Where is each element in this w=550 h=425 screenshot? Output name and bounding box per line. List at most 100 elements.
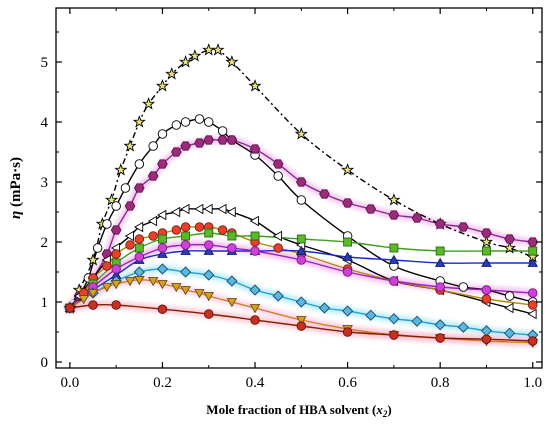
series-8-point-19	[503, 327, 516, 339]
series-2-point-11	[194, 138, 205, 148]
series-7-point-5	[180, 240, 191, 250]
x-axis-label: Mole fraction of HBA solvent (x2)	[206, 402, 391, 419]
series-7-point-10	[342, 267, 353, 277]
series-10-point-8	[389, 330, 399, 340]
series-5-point-4	[158, 234, 167, 244]
series-8-point-15	[411, 315, 423, 327]
series-5-point-9	[296, 234, 306, 244]
x-tick-label: 0.6	[338, 375, 357, 391]
series-2-point-7	[147, 171, 159, 181]
series-2-point-22	[411, 213, 423, 223]
series-1-point-14	[217, 126, 228, 136]
y-tick-label: 4	[41, 115, 49, 131]
y-tick-label: 2	[41, 235, 49, 251]
series-8-point-12	[341, 305, 354, 317]
series-0-point-15	[225, 55, 239, 68]
series-8-point-18	[480, 325, 493, 337]
y-axis-unit: (mPa·s)	[8, 157, 24, 211]
series-1-point-7	[134, 159, 145, 169]
series-6-point-10	[342, 251, 353, 261]
series-0-point-14	[211, 43, 225, 56]
series-4-point-5	[125, 240, 135, 250]
series-2-point-16	[272, 159, 284, 169]
series-2-point-25	[481, 228, 492, 238]
series-6-point-11	[388, 254, 400, 264]
series-7-point-11	[389, 276, 399, 286]
series-3-point-6	[134, 221, 144, 233]
series-3-point-11	[194, 203, 204, 215]
series-10-point-5	[250, 315, 260, 325]
series-3-point-13	[217, 203, 227, 215]
x-axis-variable: x	[375, 402, 383, 417]
series-0-point-8	[141, 97, 156, 110]
series-9-point-3	[101, 283, 113, 293]
series-7-point-2	[111, 264, 121, 274]
series-9-point-6	[134, 275, 145, 286]
series-3-point-16	[272, 230, 283, 242]
series-5-point-13	[482, 246, 491, 256]
series-10-point-3	[157, 304, 168, 314]
series-4-point-10	[180, 222, 191, 232]
series-0-point-12	[188, 49, 202, 62]
series-8-point-17	[457, 321, 469, 333]
y-tick-label: 0	[41, 355, 49, 371]
x-tick-label: 0.4	[246, 375, 265, 391]
series-2-point-26	[504, 234, 515, 244]
series-9-point-11	[194, 289, 205, 299]
series-9-point-2	[87, 289, 99, 299]
series-2-point-17	[295, 177, 307, 187]
series-10-point-2	[111, 300, 121, 310]
series-1-point-11	[180, 117, 191, 127]
series-6-point-14	[527, 257, 539, 267]
series-4-point-22	[527, 300, 538, 310]
x-tick-label: 1.0	[523, 375, 542, 391]
series-2-point-6	[133, 183, 145, 193]
y-tick-label: 5	[41, 55, 49, 71]
y-axis-label: η (mPa·s)	[8, 157, 24, 219]
series-4-point-21	[481, 294, 492, 304]
series-9-point-10	[180, 286, 191, 296]
series-9-point-12	[203, 292, 215, 302]
x-tick-label: 0.0	[61, 375, 80, 391]
series-0-point-18	[341, 163, 355, 176]
series-0-point-21	[479, 235, 494, 248]
series-3-point-14	[226, 206, 236, 218]
series-9-point-4	[110, 280, 122, 290]
series-2-point-19	[342, 198, 353, 208]
series-1-point-18	[296, 195, 307, 205]
series-1-point-10	[171, 120, 182, 130]
series-10-point-0	[65, 303, 75, 313]
series-7-point-9	[296, 255, 307, 265]
series-3-point-22	[504, 302, 514, 314]
series-2-point-5	[124, 201, 136, 211]
series-0-point-5	[114, 163, 128, 176]
series-0-point-6	[123, 139, 137, 152]
series-1-point-9	[157, 129, 168, 139]
series-10-point-9	[435, 333, 445, 343]
series-5-point-7	[227, 231, 237, 241]
series-10-point-11	[527, 336, 538, 346]
series-1-point-6	[120, 183, 131, 193]
series-2-point-4	[110, 225, 122, 235]
series-9-point-1	[78, 295, 90, 305]
series-2-point-20	[365, 204, 377, 214]
series-7-point-6	[203, 240, 214, 250]
series-6-point-6	[203, 245, 215, 255]
series-0-point-16	[248, 79, 262, 92]
series-4-point-3	[102, 261, 112, 271]
series-7-point-13	[481, 285, 492, 295]
series-4-point-11	[194, 222, 205, 232]
series-2-point-21	[388, 210, 400, 220]
series-4-point-9	[171, 225, 182, 235]
series-8-point-4	[156, 263, 169, 275]
series-5-point-5	[181, 231, 191, 241]
series-2-point-8	[157, 159, 168, 169]
series-5-point-10	[343, 237, 353, 247]
series-6-point-13	[481, 257, 492, 267]
series-8-point-5	[179, 266, 192, 278]
series-6-point-5	[180, 245, 191, 255]
series-8-point-3	[133, 266, 145, 278]
series-8-point-14	[388, 313, 400, 325]
series-4-point-6	[134, 234, 145, 244]
series-7-point-8	[250, 246, 260, 256]
